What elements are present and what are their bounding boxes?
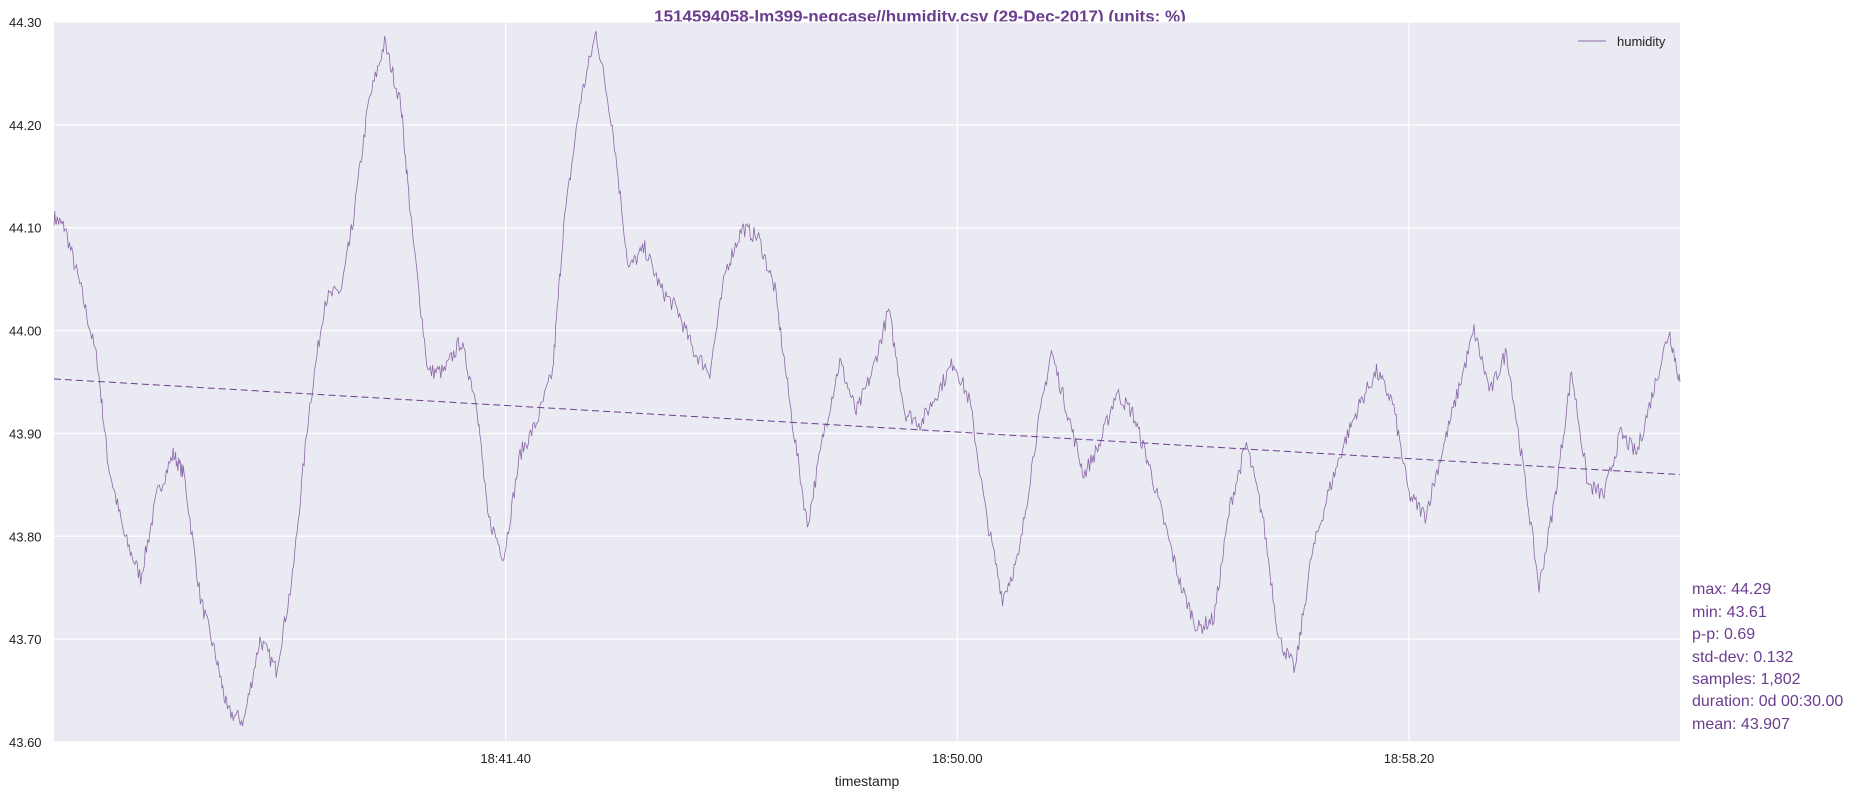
x-tick-label: 18:50.00 bbox=[932, 751, 983, 766]
stat-pp: p-p: 0.69 bbox=[1692, 626, 1755, 643]
x-tick-label: 18:58.20 bbox=[1384, 751, 1435, 766]
y-tick-label: 43.80 bbox=[9, 529, 42, 544]
stat-max: max: 44.29 bbox=[1692, 581, 1771, 598]
grid-lines bbox=[54, 21, 1680, 743]
x-tick-label: 18:41.40 bbox=[480, 751, 531, 766]
legend: humidity bbox=[1578, 34, 1666, 49]
stat-min: min: 43.61 bbox=[1692, 604, 1767, 621]
y-tick-label: 43.60 bbox=[9, 735, 42, 750]
stat-samples: samples: 1,802 bbox=[1692, 671, 1801, 688]
data-layer bbox=[53, 30, 1681, 727]
stat-mean: mean: 43.907 bbox=[1692, 716, 1790, 733]
stat-duration: duration: 0d 00:30.00 bbox=[1692, 693, 1843, 710]
y-tick-label: 43.70 bbox=[9, 632, 42, 647]
y-axis-ticks: 43.60 43.70 43.80 43.90 44.00 44.10 44.20 44.30 bbox=[9, 15, 42, 750]
legend-label: humidity bbox=[1617, 34, 1666, 49]
x-axis-label: timestamp bbox=[835, 773, 900, 789]
y-tick-label: 44.00 bbox=[9, 324, 42, 339]
chart-title: 1514594058-lm399-negcase//humidity.csv (… bbox=[654, 7, 1186, 26]
humidity-series-line bbox=[53, 30, 1681, 727]
y-tick-label: 44.10 bbox=[9, 221, 42, 236]
stats-block: max: 44.29 min: 43.61 p-p: 0.69 std-dev:… bbox=[1692, 581, 1843, 733]
stat-std-dev: std-dev: 0.132 bbox=[1692, 649, 1794, 666]
y-tick-label: 44.20 bbox=[9, 118, 42, 133]
y-tick-label: 43.90 bbox=[9, 426, 42, 441]
trend-line bbox=[53, 378, 1681, 476]
y-tick-label: 44.30 bbox=[9, 15, 42, 30]
x-axis-ticks: 18:41.40 18:50.00 18:58.20 bbox=[480, 751, 1434, 766]
